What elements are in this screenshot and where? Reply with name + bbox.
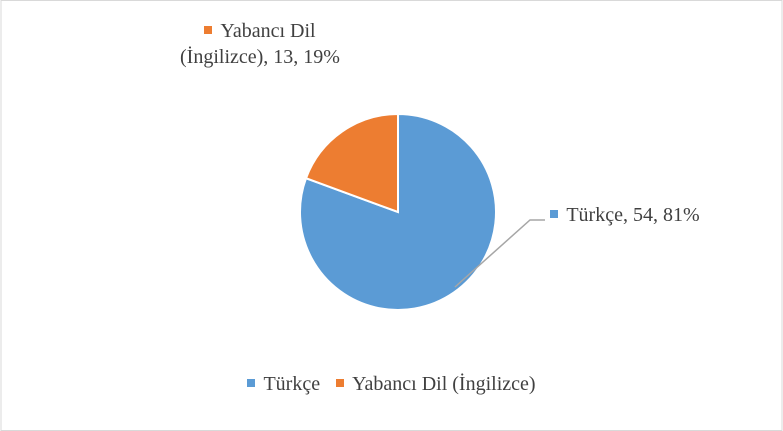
label-text: Türkçe, 54, 81%	[566, 204, 700, 226]
label-marker	[204, 26, 213, 34]
legend-text: Türkçe	[263, 373, 321, 395]
data-label: Türkçe, 54, 81%	[550, 202, 700, 228]
data-label: Yabancı Dil (İngilizce), 13, 19%	[180, 18, 340, 70]
leader-line	[454, 219, 545, 288]
legend-entry: Türkçe	[247, 373, 320, 396]
legend-marker	[336, 379, 345, 387]
pie-slice	[304, 112, 399, 214]
label-text: Yabancı Dil (İngilizce), 13, 19%	[180, 20, 340, 68]
label-marker	[550, 210, 559, 218]
legend: Türkçe Yabancı Dil (İngilizce)	[0, 373, 783, 396]
legend-text: Yabancı Dil (İngilizce)	[352, 373, 536, 395]
legend-entry: Yabancı Dil (İngilizce)	[336, 373, 536, 396]
legend-marker	[247, 379, 256, 387]
